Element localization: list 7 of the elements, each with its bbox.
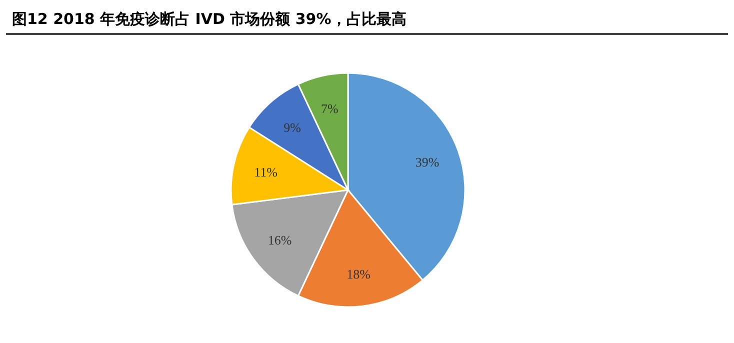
data-label: 16% [268, 232, 292, 248]
data-label: 11% [254, 164, 278, 180]
data-label: 9% [284, 120, 302, 135]
data-label: 7% [320, 100, 338, 116]
data-label: 18% [346, 266, 371, 282]
chart-title: 图12 2018 年免疫诊断占 IVD 市场份额 39%，占比最高 [12, 10, 406, 28]
data-label: 39% [415, 154, 440, 170]
